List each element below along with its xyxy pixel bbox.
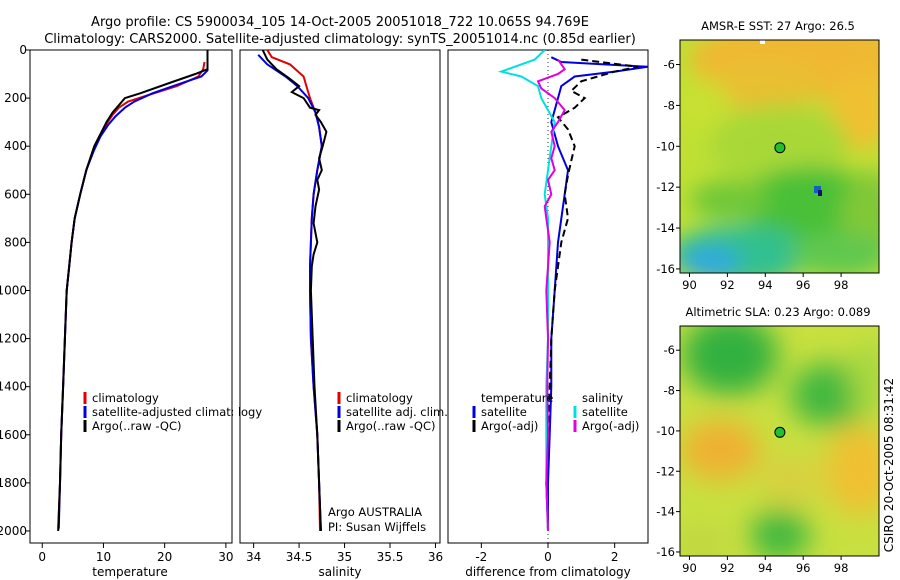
y-tick-label: -6 [664,343,675,357]
x-tick-label: 92 [720,561,735,575]
y-tick-label: -12 [656,180,675,194]
legend-gutter [233,395,239,435]
x-tick-label: 96 [796,561,811,575]
sal-xlabel: salinity [318,565,361,579]
sla-map-frame [679,325,880,557]
credit-timestamp: CSIRO 20-Oct-2005 08:31:42 [882,378,896,552]
legend-label: Argo(-adj) [481,419,538,433]
legend-label: Argo(-adj) [582,419,639,433]
diff-legend: temperature salinity satellite Argo(-adj… [472,391,639,433]
x-tick-label: 90 [682,561,697,575]
temp-series [57,50,209,532]
legend-header-temperature: temperature [481,391,553,405]
y-tick-label: -10 [656,424,675,438]
x-tick-label: 35.5 [377,550,404,564]
sal-series [257,50,328,532]
x-tick-label: 94 [758,278,773,292]
sst-map-title: AMSR-E SST: 27 Argo: 26.5 [701,19,855,33]
diff-axes: -2 0 2 [475,543,618,564]
legend-label: satellite [481,405,527,419]
y-tick-label: -12 [656,464,675,478]
x-tick-label: 2 [611,550,619,564]
y-tick-label: 2000 [0,524,27,538]
x-tick-label: 94 [758,561,773,575]
header-line2: Climatology: CARS2000. Satellite-adjuste… [44,32,636,47]
y-tick-label: 0 [19,43,27,57]
y-tick-label: 1400 [0,380,27,394]
y-tick-label: -8 [664,98,675,112]
sst-map-axes: 90 92 94 96 98 -6 -8 -10 -12 -14 -16 [656,58,848,292]
y-tick-label: -16 [656,545,675,559]
legend-label: satellite-adjusted climatology [92,405,262,419]
x-tick-label: 10 [96,550,111,564]
argo-pi: PI: Susan Wijffels [328,520,426,534]
x-tick-label: 0 [38,550,46,564]
x-tick-label: 96 [796,278,811,292]
y-tick-label: -14 [656,505,675,519]
x-tick-label: 90 [682,278,697,292]
x-tick-label: 0 [544,550,552,564]
x-tick-label: 20 [157,550,172,564]
x-tick-label: 34.5 [286,550,313,564]
series-line-black [545,58,639,532]
diff-xlabel: difference from climatology [465,565,631,579]
sla-map-field [680,326,879,556]
argo-position-marker [774,426,786,438]
y-tick-label: 1000 [0,283,27,297]
argo-owner: Argo AUSTRALIA [328,505,422,519]
legend-label: climatology [346,391,413,405]
series-line-black [57,50,209,532]
x-tick-label: 36 [428,550,443,564]
legend-label: Argo(..raw -QC) [92,419,182,433]
series-line-black [261,50,328,532]
legend-label: climatology [92,391,159,405]
y-tick-label: 1800 [0,476,27,490]
y-tick-label: -14 [656,221,675,235]
sla-map-axes: 90 92 94 96 98 -6 -8 -10 -12 -14 -16 [656,343,848,575]
header-line1: Argo profile: CS 5900034_105 14-Oct-2005… [91,15,589,30]
sst-map-field [680,40,879,273]
sal-legend: climatology satellite adj. clim. Argo(..… [337,391,448,433]
legend-header-salinity: salinity [582,391,623,405]
legend-label: Argo(..raw -QC) [346,419,436,433]
legend-label: satellite [582,405,628,419]
y-tick-label: 1200 [0,332,27,346]
x-tick-label: -2 [475,550,487,564]
sst-map-frame [679,39,880,274]
x-tick-label: 98 [834,561,849,575]
x-tick-label: 98 [834,278,849,292]
y-tick-label: 600 [4,187,27,201]
y-tick-label: 800 [4,235,27,249]
sla-map-title: Altimetric SLA: 0.23 Argo: 0.089 [685,305,870,319]
y-tick-label: 1600 [0,428,27,442]
diff-series [497,50,648,532]
y-tick-label: 400 [4,139,27,153]
x-tick-label: 34 [246,550,261,564]
sal-axes: 34 34.5 35 35.5 36 [246,543,443,564]
x-tick-label: 35 [337,550,352,564]
x-tick-label: 92 [720,278,735,292]
argo-position-marker [774,142,786,154]
temp-axes: 0 10 20 30 0 200 400 600 800 1000 1200 1400 1600 1800… [0,43,234,564]
y-tick-label: 200 [4,91,27,105]
sal-panel-frame [239,49,441,544]
temp-xlabel: temperature [92,565,167,579]
y-tick-label: -10 [656,139,675,153]
y-tick-label: -6 [664,58,675,72]
temp-legend: climatology satellite-adjusted climatolo… [83,391,262,433]
y-tick-label: -8 [664,384,675,398]
y-tick-label: -16 [656,262,675,276]
legend-label: satellite adj. clim. [346,405,448,419]
x-tick-label: 30 [218,550,233,564]
temp-panel-frame [29,49,233,544]
series-line-magenta [536,59,567,532]
